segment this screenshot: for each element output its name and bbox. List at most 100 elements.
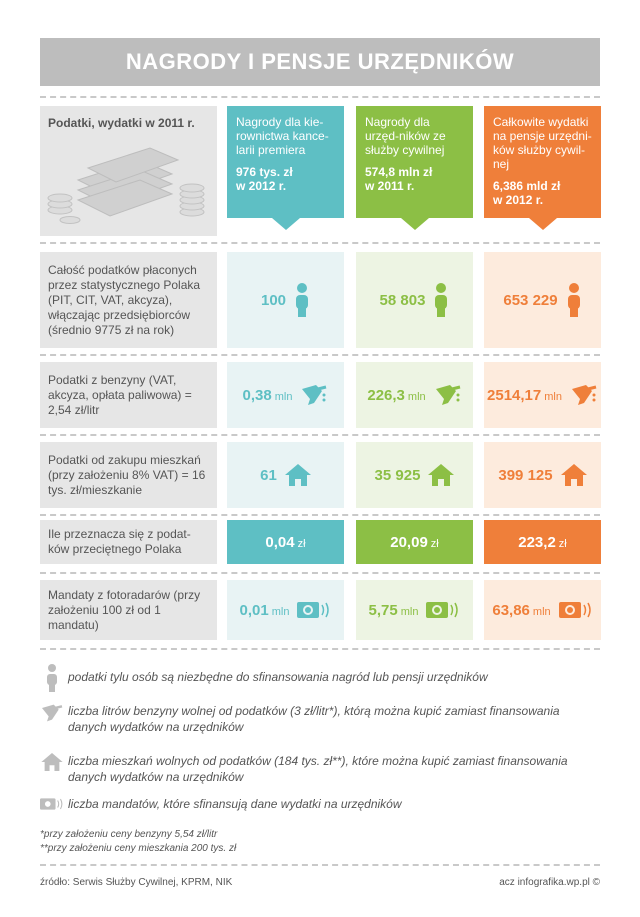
- house-icon: [560, 464, 587, 486]
- row-3-value-1: 20,09 zł: [356, 520, 473, 564]
- value-number: 63,86: [492, 601, 530, 619]
- value-number: 226,3: [367, 386, 405, 404]
- row-2-label: Podatki od zakupu mieszkań (przy założen…: [40, 442, 217, 508]
- person-icon: [435, 283, 448, 317]
- value-number: 399 125: [498, 466, 553, 484]
- credit-text: acz infografika.wp.pl ©: [499, 877, 600, 888]
- value-unit: mln: [400, 605, 419, 618]
- value-unit: zł: [558, 537, 567, 550]
- title-bar: NAGRODY I PENSJE URZĘDNIKÓW: [40, 38, 600, 86]
- speed-camera-icon: [40, 798, 63, 810]
- value-unit: zł: [430, 537, 439, 550]
- value-number: 0,04: [265, 533, 295, 551]
- row-4-value-0: 0,01 mln: [227, 580, 344, 640]
- value-unit: mln: [407, 390, 426, 403]
- person-icon: [296, 283, 309, 317]
- row-0-value-1: 58 803: [356, 252, 473, 348]
- footnote-fuel: *przy założeniu ceny benzyny 5,54 zł/lit…: [40, 829, 218, 840]
- legend-item-fuel: liczba litrów benzyny wolnej od podatków…: [40, 703, 600, 735]
- row-3-value-2: 223,2 zł: [484, 520, 601, 564]
- value-unit: zł: [297, 537, 306, 550]
- money-coins-illustration: [47, 147, 205, 224]
- divider: [40, 96, 600, 98]
- legend-item-house: liczba mieszkań wolnych od podatków (184…: [40, 753, 600, 785]
- column-header-0-amount: 976 tys. zł: [236, 165, 293, 179]
- value-unit: mln: [532, 605, 551, 618]
- value-number: 20,09: [390, 533, 428, 551]
- column-header-0: Nagrody dla kie-rownictwa kance-larii pr…: [227, 106, 344, 230]
- fuel-nozzle-icon: [571, 385, 597, 405]
- value-number: 5,75: [368, 601, 398, 619]
- house-icon: [428, 464, 455, 486]
- row-2-value-0: 61: [227, 442, 344, 508]
- header-arrow: [528, 218, 557, 230]
- row-1-value-2: 2514,17 mln: [484, 362, 601, 428]
- row-4-label: Mandaty z fotoradarów (przy założeniu 10…: [40, 580, 217, 640]
- divider: [40, 242, 600, 244]
- column-header-0-text: Nagrody dla kie-rownictwa kance-larii pr…: [236, 115, 329, 157]
- row-2-value-1: 35 925: [356, 442, 473, 508]
- row-0-label: Całość podatków płaconych przez statysty…: [40, 252, 217, 348]
- row-3-value-0: 0,04 zł: [227, 520, 344, 564]
- value-unit: mln: [274, 390, 293, 403]
- value-number: 0,01: [239, 601, 269, 619]
- row-1-value-1: 226,3 mln: [356, 362, 473, 428]
- header-arrow: [271, 218, 300, 230]
- row-3-label: Ile przeznacza się z podat-ków przeciętn…: [40, 520, 217, 564]
- person-icon: [47, 664, 57, 692]
- speed-camera-icon: [297, 602, 330, 618]
- row-4-value-1: 5,75 mln: [356, 580, 473, 640]
- value-number: 35 925: [374, 466, 421, 484]
- header-label: Podatki, wydatki w 2011 r.: [48, 116, 195, 130]
- column-header-1-text: Nagrody dla urzęd-ników ze służby cywiln…: [365, 115, 446, 157]
- column-header-2-text: Całkowite wydatki na pensje urzędni-ków …: [493, 115, 592, 171]
- house-icon: [41, 753, 63, 771]
- row-1-label: Podatki z benzyny (VAT, akcyza, opłata p…: [40, 362, 217, 428]
- value-number: 223,2: [518, 533, 556, 551]
- column-header-1-amount: 574,8 mln zł: [365, 165, 433, 179]
- legend-text: liczba litrów benzyny wolnej od podatków…: [68, 704, 560, 734]
- column-header-2: Całkowite wydatki na pensje urzędni-ków …: [484, 106, 601, 230]
- value-number: 58 803: [379, 291, 426, 309]
- legend-text: liczba mieszkań wolnych od podatków (184…: [68, 754, 568, 784]
- person-icon: [567, 283, 580, 317]
- legend-item-person: podatki tylu osób są niezbędne do sfinan…: [40, 664, 600, 692]
- page-title: NAGRODY I PENSJE URZĘDNIKÓW: [125, 49, 515, 74]
- column-header-1: Nagrody dla urzęd-ników ze służby cywiln…: [356, 106, 473, 230]
- divider: [40, 572, 600, 574]
- row-4-value-2: 63,86 mln: [484, 580, 601, 640]
- row-2-value-2: 399 125: [484, 442, 601, 508]
- value-number: 653 229: [503, 291, 558, 309]
- value-unit: mln: [271, 605, 290, 618]
- header-arrow: [400, 218, 429, 230]
- fuel-nozzle-icon: [42, 704, 63, 722]
- row-1-value-0: 0,38 mln: [227, 362, 344, 428]
- column-header-1-year: w 2011 r.: [365, 179, 415, 193]
- footnote-housing: **przy założeniu ceny mieszkania 200 tys…: [40, 843, 237, 854]
- legend-text: podatki tylu osób są niezbędne do sfinan…: [68, 670, 488, 684]
- header-label-cell: Podatki, wydatki w 2011 r.: [40, 106, 217, 236]
- column-header-2-year: w 2012 r.: [493, 193, 544, 207]
- divider: [40, 434, 600, 436]
- row-0-value-0: 100: [227, 252, 344, 348]
- value-number: 100: [260, 291, 287, 309]
- divider: [40, 514, 600, 516]
- divider: [40, 864, 600, 866]
- value-number: 2514,17: [487, 386, 542, 404]
- column-header-0-year: w 2012 r.: [236, 179, 287, 193]
- fuel-nozzle-icon: [435, 385, 461, 405]
- legend-text: liczba mandatów, które sfinansują dane w…: [68, 797, 402, 811]
- house-icon: [284, 464, 311, 486]
- legend-item-camera: liczba mandatów, które sfinansują dane w…: [40, 796, 600, 812]
- speed-camera-icon: [558, 602, 591, 618]
- speed-camera-icon: [426, 602, 459, 618]
- source-text: źródło: Serwis Służby Cywilnej, KPRM, NI…: [40, 877, 233, 888]
- divider: [40, 648, 600, 650]
- value-unit: mln: [544, 390, 562, 403]
- value-number: 0,38: [242, 386, 272, 404]
- column-header-2-amount: 6,386 mld zł: [493, 179, 561, 193]
- fuel-nozzle-icon: [302, 385, 327, 405]
- divider: [40, 354, 600, 356]
- value-number: 61: [260, 466, 277, 484]
- row-0-value-2: 653 229: [484, 252, 601, 348]
